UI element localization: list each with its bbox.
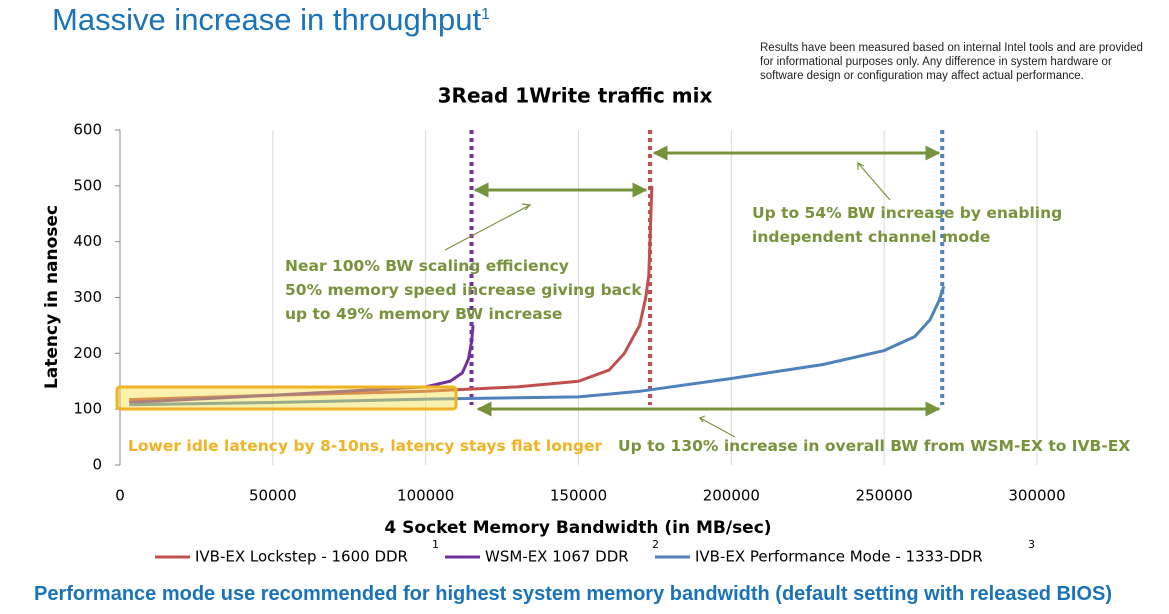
x-tick-label: 250000 [856,487,913,505]
pointer [857,161,891,201]
chart-title: 3Read 1Write traffic mix [438,84,713,108]
y-tick-label: 200 [73,344,102,362]
x-tick-label: 100000 [397,487,454,505]
slide-title: Massive increase in throughput1 [52,2,490,38]
legend-label: WSM-EX 1067 DDR [485,548,629,566]
annotation: Lower idle latency by 8-10ns, latency st… [128,434,602,458]
annotation: Up to 130% increase in overall BW from W… [618,434,1130,458]
footer: Performance mode use recommended for hig… [34,583,1113,605]
y-tick-label: 600 [73,121,102,139]
plot-area: 0 100 200 300 400 500 600 0 50000 100000 150000 200… [73,121,1065,505]
series-line [129,185,654,402]
legend-note: 1 [432,538,439,551]
series-line [129,325,475,404]
x-tick-label: 150000 [550,487,607,505]
highlight-box [115,385,458,411]
annotation: Near 100% BW scaling efficiency 50% memor… [285,254,642,326]
title-text: Massive increase in throughput [52,2,482,37]
legend-note: 3 [1028,538,1035,551]
legend: IVB-EX Lockstep - 1600 DDR 1 WSM-EX 1067 D… [155,538,1035,566]
legend-label: IVB-EX Lockstep - 1600 DDR [195,548,408,566]
annotation-line: Near 100% BW scaling efficiency [285,257,569,275]
annotation-line: Lower idle latency by 8-10ns, latency st… [128,437,603,455]
x-tick-label: 300000 [1008,487,1065,505]
annotation: Up to 54% BW increase by enabling indepen… [752,201,1062,249]
y-axis-label: Latency in nanosec [42,205,62,389]
x-axis-label: 4 Socket Memory Bandwidth (in MB/sec) [384,518,771,538]
arrows [444,145,941,438]
legend-label: IVB-EX Performance Mode - 1333-DDR [695,548,983,566]
x-tick-label: 200000 [703,487,760,505]
disclaimer: Results have been measured based on inte… [760,42,1143,82]
y-tick-label: 100 [73,400,102,418]
pointer [444,203,532,251]
x-tick-label: 50000 [249,487,297,505]
pointer [698,415,736,438]
annotation-line: up to 49% memory BW increase [285,305,563,323]
title-note: 1 [481,6,490,23]
x-tick-label: 0 [115,487,125,505]
y-tick-label: 500 [73,176,102,194]
y-tick-label: 300 [73,288,102,306]
annotation-line: Up to 54% BW increase by enabling [752,204,1063,222]
annotation-line: Up to 130% increase in overall BW from W… [618,437,1131,455]
annotation-line: independent channel mode [752,228,991,246]
series-line [129,285,946,407]
legend-note: 2 [652,538,659,551]
y-tick-label: 0 [92,456,102,474]
annotation-line: 50% memory speed increase giving back [285,281,642,299]
y-tick-label: 400 [73,232,102,250]
